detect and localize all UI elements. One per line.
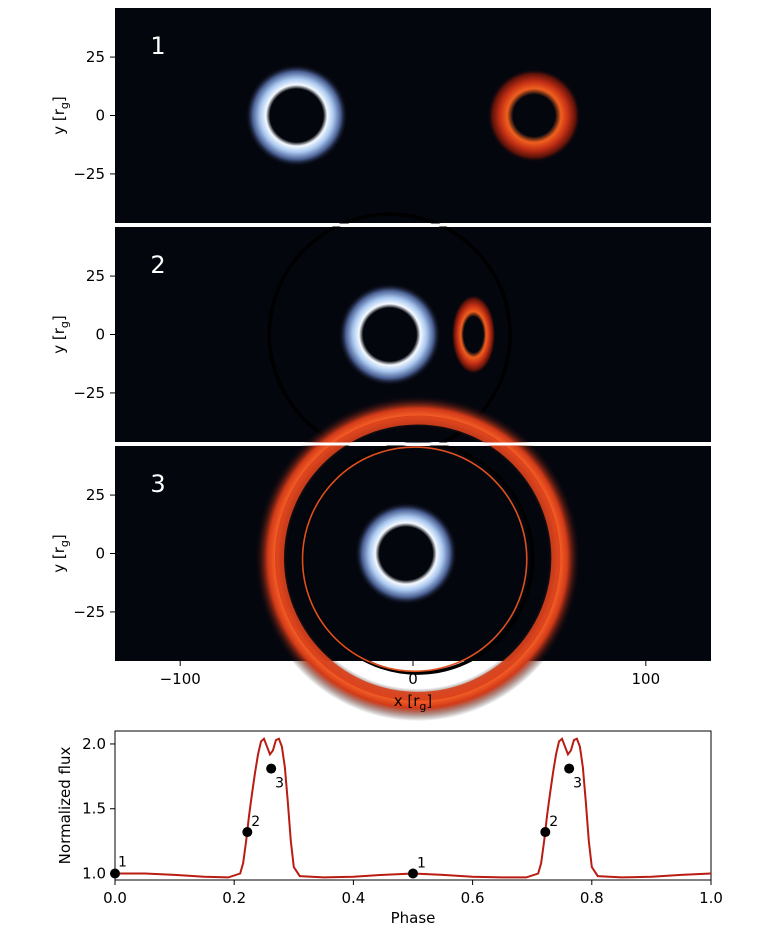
y-tick-label: 25 (86, 267, 105, 285)
y-tick-label: −25 (73, 165, 105, 183)
x-tick-label: 100 (631, 670, 660, 688)
x-axis-label: x [rg] (394, 692, 433, 713)
x-tick-label: 0.4 (341, 889, 365, 907)
panel-number: 1 (150, 32, 165, 60)
red-disk (487, 68, 581, 163)
y-tick-label: −25 (73, 603, 105, 621)
x-tick-label: 0.6 (461, 889, 485, 907)
y-tick-label: 0 (95, 545, 105, 563)
image-panel-2: 2 25 0 −25 y [rg] (50, 212, 711, 457)
phase-marker-label: 2 (251, 814, 260, 830)
phase-marker-label: 3 (275, 776, 284, 792)
x-tick-label: −100 (160, 670, 201, 688)
plot-area (114, 730, 712, 881)
blue-disk (338, 283, 441, 386)
phase-marker (266, 763, 277, 774)
blue-disk (354, 502, 458, 605)
panel-background (115, 8, 711, 223)
y-axis-label: y [rg] (50, 96, 71, 135)
y-axis-label: y [rg] (50, 534, 71, 573)
chart-y-axis-label: Normalized flux (56, 747, 74, 865)
phase-marker-label: 3 (573, 776, 582, 792)
y-tick-label: 1.0 (82, 865, 106, 883)
y-tick-label: 25 (86, 48, 105, 66)
y-tick-label: −25 (73, 384, 105, 402)
image-panel-1: 1 25 0 −25 y [rg] (50, 8, 711, 223)
light-curve-chart: 0.0 0.2 0.4 0.6 0.8 1.0 1.0 1.5 2.0 Phase Normaliz… (56, 730, 723, 927)
y-axis-label: y [rg] (50, 315, 71, 354)
y-tick-label: 0 (95, 107, 105, 125)
einstein-ring (274, 415, 561, 701)
y-tick-label: 25 (86, 486, 105, 504)
image-panel-3: 3 25 0 −25 y [rg] (50, 395, 711, 722)
y-tick-label: 0 (95, 326, 105, 344)
phase-marker (540, 827, 551, 838)
x-tick-label: 0.2 (222, 889, 246, 907)
phase-marker-label: 2 (549, 814, 558, 830)
phase-marker-label: 1 (417, 856, 426, 872)
phase-marker-label: 1 (118, 855, 127, 871)
inner-red-arc (301, 446, 528, 673)
phase-marker (564, 763, 575, 774)
panel-number: 3 (150, 470, 165, 498)
panel-number: 2 (150, 251, 165, 279)
blue-disk (245, 64, 348, 167)
y-tick-label: 1.5 (82, 800, 106, 818)
x-tick-label: 0 (408, 670, 418, 688)
y-tick-label: 2.0 (82, 735, 106, 753)
phase-marker (110, 868, 120, 879)
chart-x-axis-label: Phase (391, 909, 436, 927)
phase-marker (242, 827, 253, 838)
x-tick-label: 0.0 (103, 889, 127, 907)
red-lensed-disk (451, 294, 496, 375)
image-panels: 1 25 0 −25 y [rg] 2 25 0 −25 y [rg] 3 25 0 −25 y [rg] −… (50, 8, 711, 722)
x-tick-label: 0.8 (580, 889, 604, 907)
x-tick-label: 1.0 (699, 889, 723, 907)
phase-marker (408, 868, 418, 879)
